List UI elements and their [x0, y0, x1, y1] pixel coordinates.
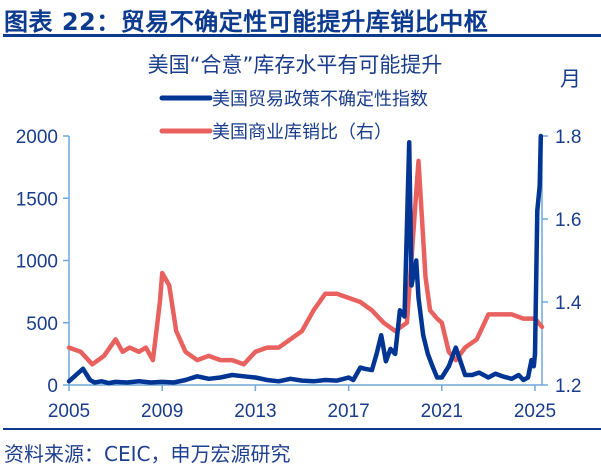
- left-tick-label: 1500: [16, 189, 58, 210]
- right-tick-label: 1.8: [555, 127, 581, 148]
- series-inventory-sales-ratio: [66, 158, 545, 367]
- left-tick-label: 2000: [16, 127, 58, 148]
- axes: 0 500 1000 1500 2000 1.2 1.4 1.6 1.8 2005 2009 2013…: [16, 127, 582, 422]
- legend-label-tpu: 美国贸易政策不确定性指数: [212, 89, 428, 110]
- left-tick-label: 0: [47, 376, 58, 397]
- footer-rule: [3, 428, 601, 430]
- source-note: 资料来源：CEIC，申万宏源研究: [4, 442, 291, 466]
- series-trade-policy-uncertainty: [66, 133, 544, 386]
- x-tick-label: 2025: [514, 401, 556, 422]
- left-tick-label: 1000: [16, 252, 58, 273]
- right-tick-label: 1.2: [555, 376, 581, 397]
- right-tick-label: 1.6: [555, 210, 581, 231]
- right-axis-unit: 月: [560, 67, 581, 91]
- series-line: [66, 158, 545, 367]
- chart: 美国“合意”库存水平有可能提升 月 美国贸易政策不确定性指数 美国商业库销比（右…: [16, 53, 582, 422]
- x-tick-label: 2009: [141, 401, 183, 422]
- x-tick-label: 2017: [327, 401, 369, 422]
- legend: 美国贸易政策不确定性指数 美国商业库销比（右）: [159, 89, 428, 143]
- left-tick-label: 500: [26, 314, 58, 335]
- legend-label-isr: 美国商业库销比（右）: [212, 122, 392, 143]
- series-line: [66, 133, 544, 386]
- title-rule: [3, 34, 601, 37]
- figure-title: 图表 22：贸易不确定性可能提升库销比中枢: [4, 8, 489, 36]
- right-tick-label: 1.4: [555, 293, 582, 314]
- x-tick-label: 2021: [421, 401, 463, 422]
- x-tick-label: 2013: [234, 401, 276, 422]
- x-tick-label: 2005: [48, 401, 90, 422]
- chart-title: 美国“合意”库存水平有可能提升: [148, 53, 443, 77]
